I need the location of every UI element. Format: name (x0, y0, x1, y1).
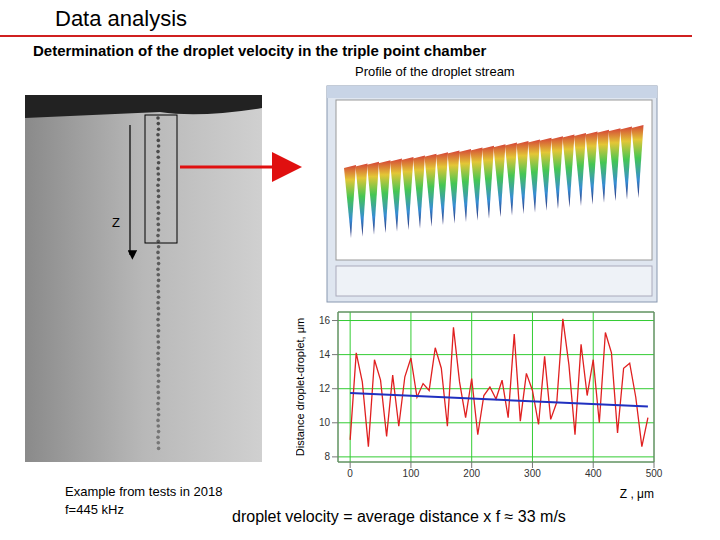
html-text:f=445 kHz: f=445 kHz (65, 502, 124, 517)
svg-text:500: 500 (646, 468, 663, 479)
svg-text:16: 16 (319, 315, 331, 326)
svg-text:100: 100 (403, 468, 420, 479)
svg-text:8: 8 (324, 451, 330, 462)
svg-text:200: 200 (463, 468, 480, 479)
svg-text:10: 10 (319, 417, 331, 428)
html-text:Data analysis: Data analysis (55, 6, 188, 31)
svg-text:Distance droplet-droplet, μm: Distance droplet-droplet, μm (296, 318, 306, 456)
html-text:Determination of the droplet v: Determination of the droplet velocity in… (33, 42, 487, 59)
svg-text:0: 0 (347, 468, 353, 479)
svg-text:12: 12 (319, 383, 331, 394)
html-text:Z: Z (112, 215, 120, 230)
svg-text:300: 300 (524, 468, 541, 479)
svg-text:Z , μm: Z , μm (620, 487, 654, 501)
html-text:Example from tests in 2018: Example from tests in 2018 (65, 484, 223, 499)
svg-text:14: 14 (319, 349, 331, 360)
html-text:droplet velocity = average dis: droplet velocity = average distance x f … (232, 508, 566, 525)
svg-text:400: 400 (585, 468, 602, 479)
html-text:Profile of the droplet stream: Profile of the droplet stream (355, 64, 515, 79)
